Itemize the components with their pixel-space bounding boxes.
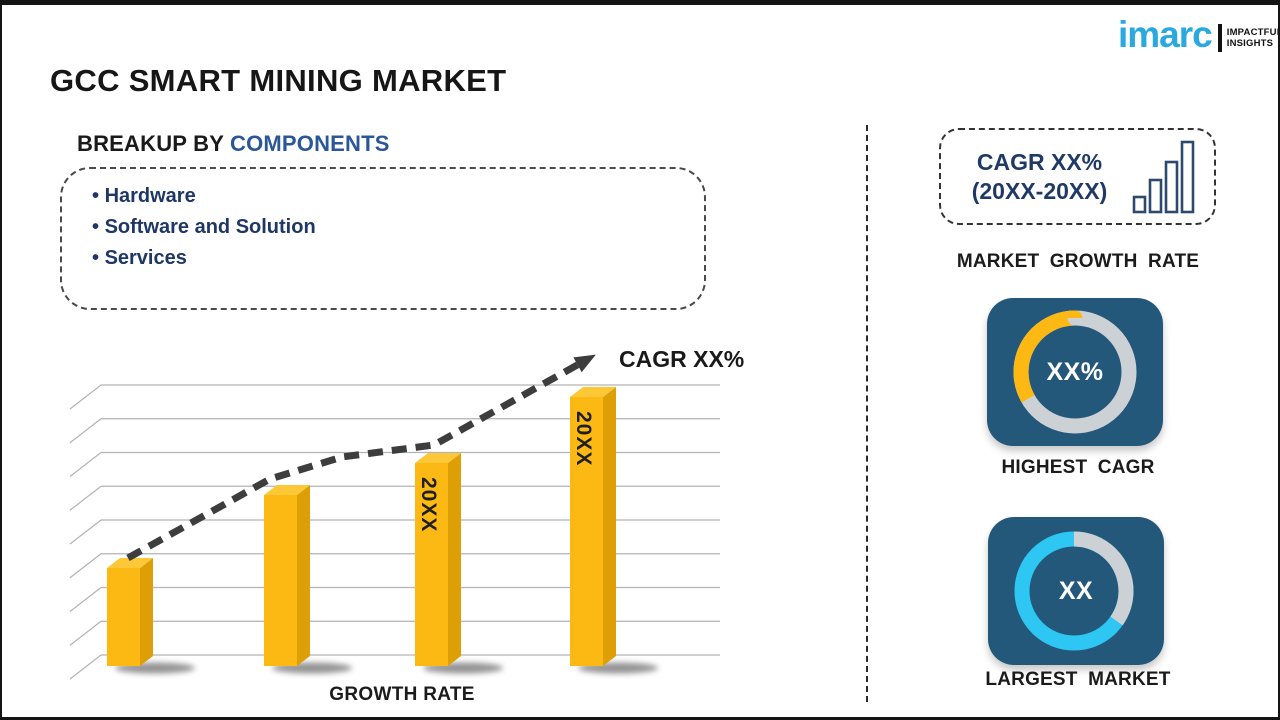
svg-text:20XX: 20XX — [572, 411, 595, 466]
logo-separator — [1217, 24, 1222, 52]
largest-market-donut — [1014, 531, 1134, 651]
highest-cagr-value: XX% — [1046, 358, 1104, 386]
logo-tagline-line2: INSIGHTS — [1226, 38, 1274, 49]
logo-tagline-line1: IMPACTFUL — [1226, 27, 1280, 38]
breakup-heading-prefix: BREAKUP BY — [77, 131, 230, 156]
highest-cagr-card: XX% — [987, 298, 1163, 446]
components-list: Hardware Software and Solution Services — [92, 181, 704, 274]
svg-text:CAGR XX%: CAGR XX% — [619, 346, 744, 372]
cagr-box: CAGR XX% (20XX-20XX) — [939, 128, 1216, 225]
list-item: Services — [92, 243, 704, 274]
components-box: Hardware Software and Solution Services — [60, 167, 706, 310]
list-item: Hardware — [92, 181, 704, 212]
cagr-period: (20XX-20XX) — [971, 177, 1108, 204]
largest-market-card: XX — [988, 517, 1164, 665]
highest-cagr-donut — [1013, 310, 1137, 434]
imarc-logo: imarc IMPACTFUL INSIGHTS — [1118, 14, 1280, 55]
highest-cagr-label: HIGHEST CAGR — [1001, 457, 1155, 478]
list-item: Software and Solution — [92, 212, 704, 243]
logo-tagline: IMPACTFUL INSIGHTS — [1226, 27, 1280, 49]
largest-market-label: LARGEST MARKET — [985, 669, 1171, 690]
growth-bars-icon — [1132, 140, 1195, 213]
largest-market-value: XX — [1058, 577, 1094, 605]
svg-text:20XX: 20XX — [417, 477, 440, 532]
cagr-box-text: CAGR XX% (20XX-20XX) — [941, 148, 1132, 206]
cagr-value: CAGR XX% — [976, 148, 1103, 175]
page-title: GCC SMART MINING MARKET — [50, 63, 507, 98]
market-growth-rate-label: MARKET GROWTH RATE — [956, 251, 1200, 272]
imarc-logo-text: imarc — [1118, 14, 1213, 55]
chart-x-axis-label: GROWTH RATE — [329, 684, 475, 705]
panel-divider — [866, 125, 868, 702]
breakup-heading: BREAKUP BY COMPONENTS — [77, 131, 390, 157]
growth-bar-chart: 20XX 20XX CAGR XX% — [69, 346, 744, 680]
breakup-heading-highlight: COMPONENTS — [229, 131, 390, 156]
